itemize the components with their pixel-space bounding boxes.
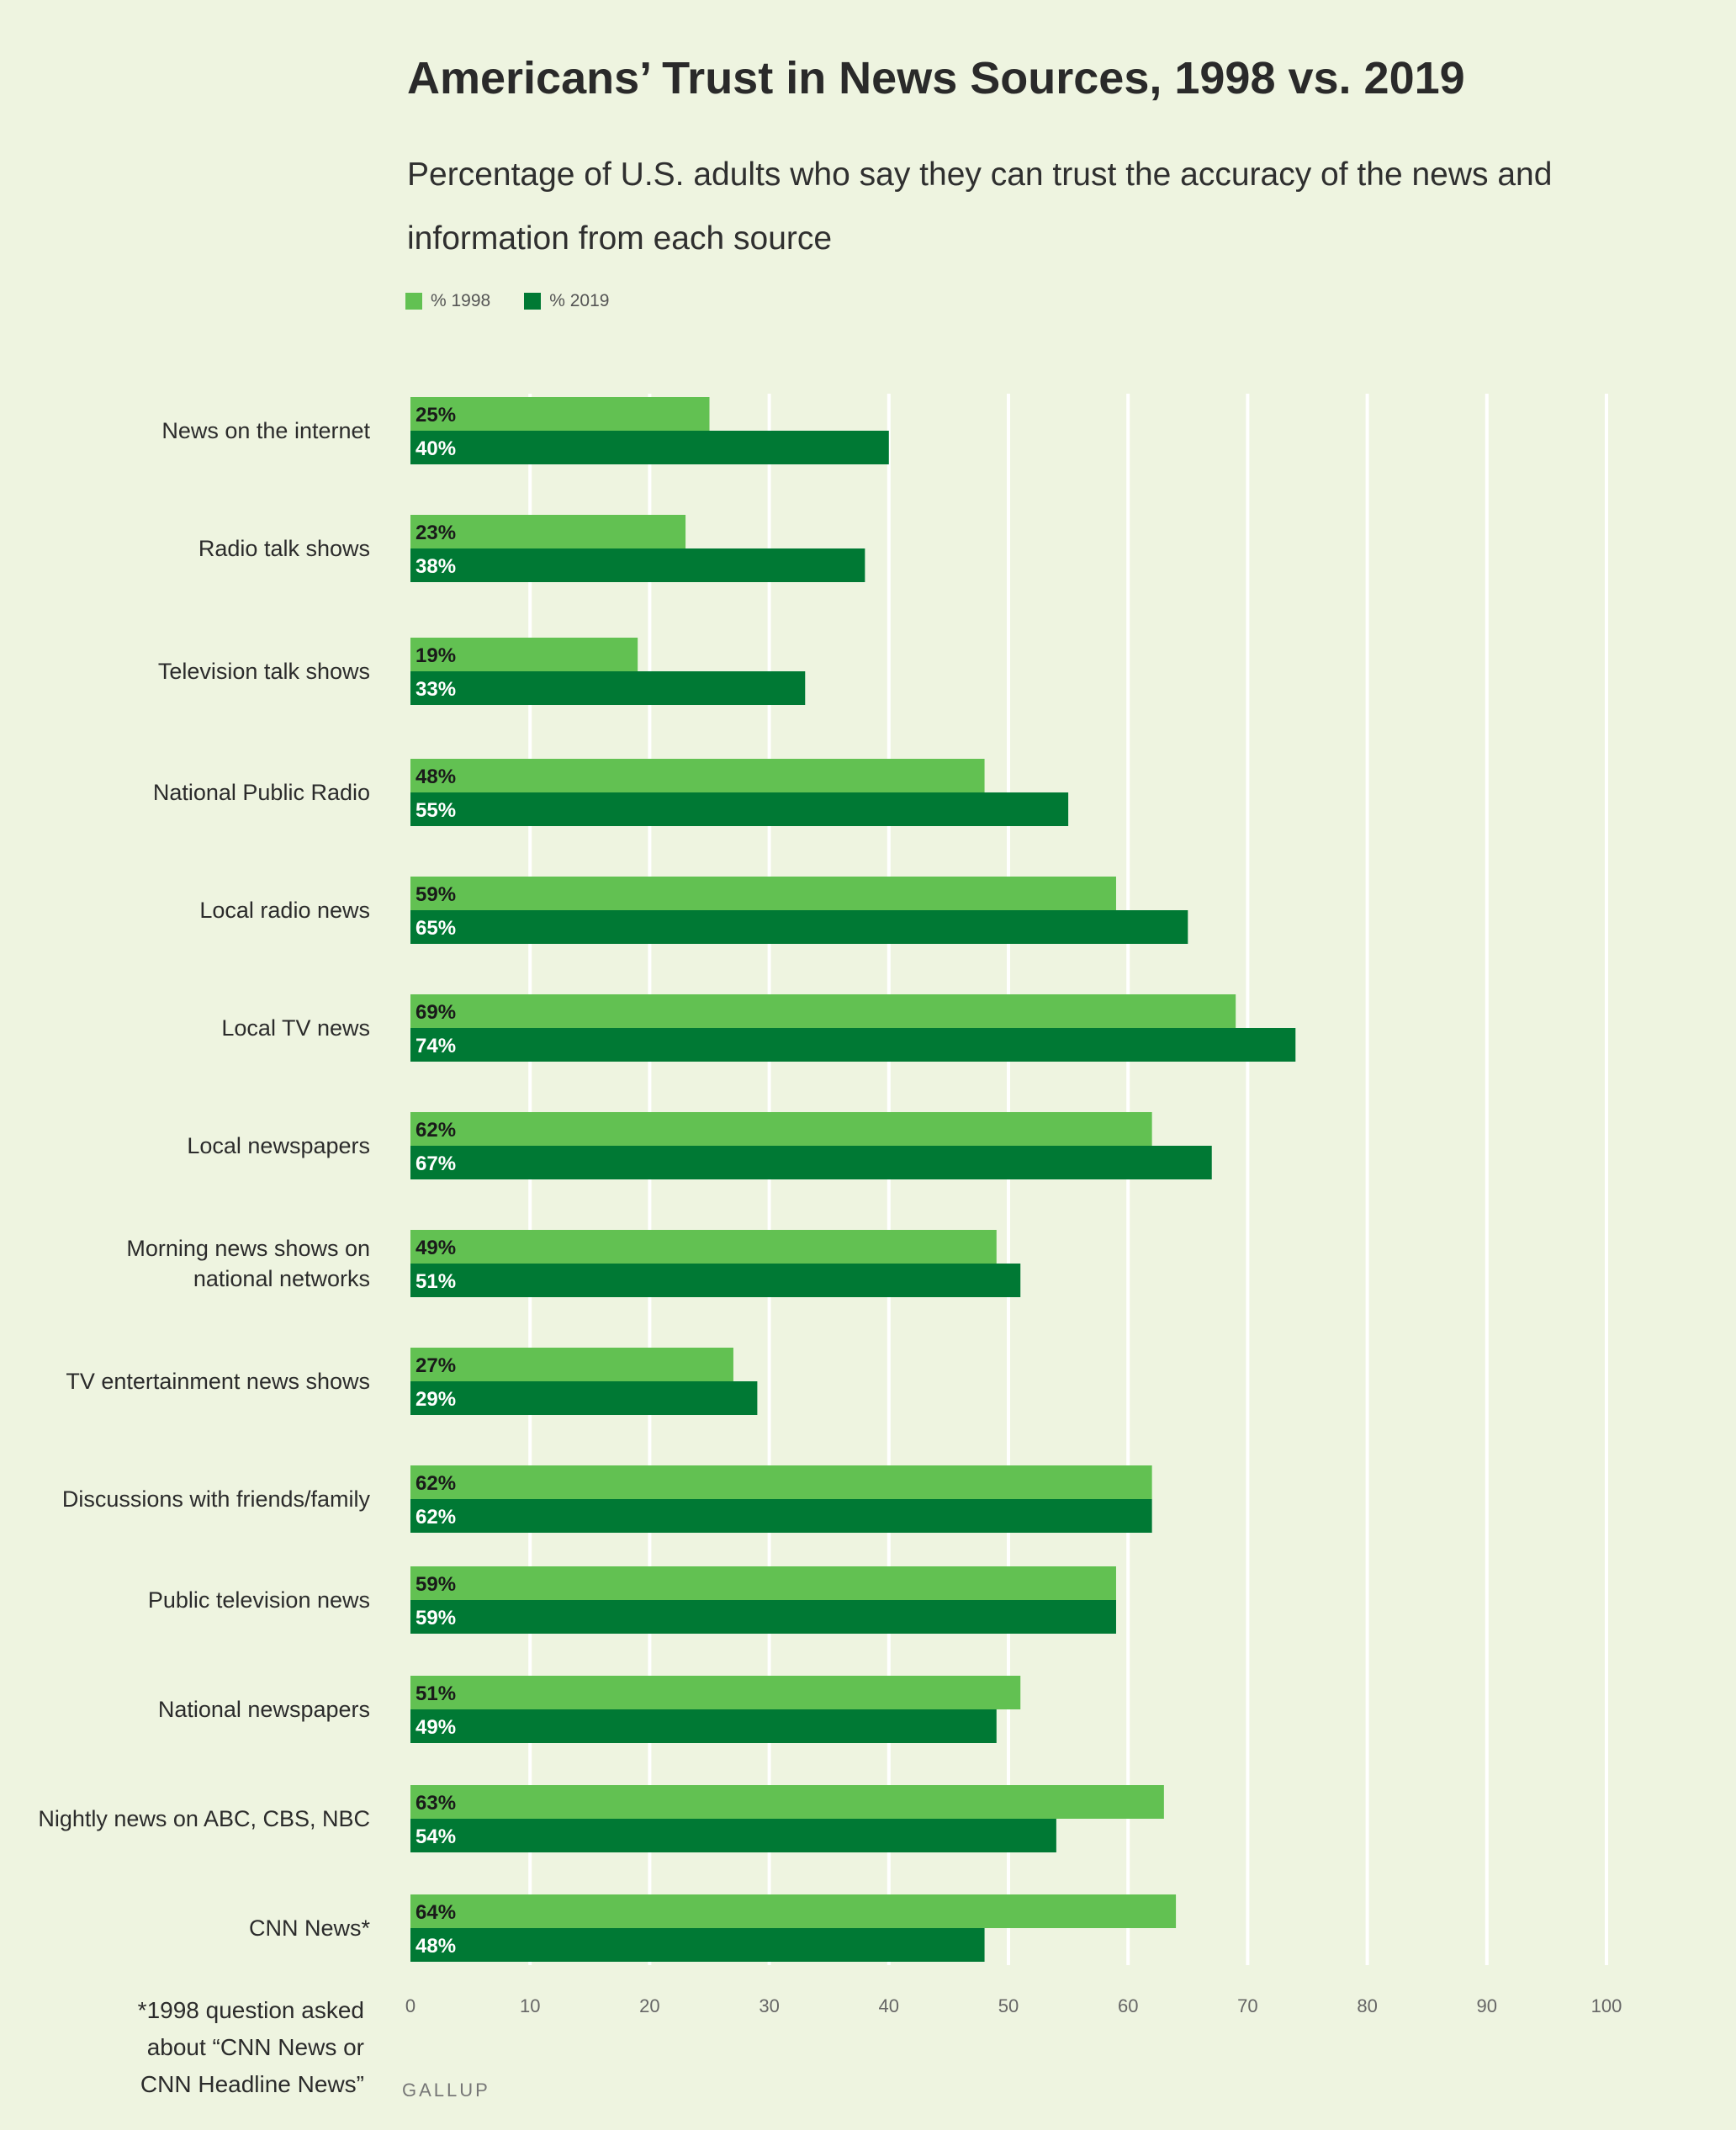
bar-2019: [410, 1709, 997, 1743]
x-tick-label-0: 0: [405, 1995, 415, 2016]
bar-2019: [410, 1028, 1296, 1062]
bar-1998: [410, 515, 686, 548]
bar-2019: [410, 671, 806, 705]
data-label-1998: 59%: [415, 883, 456, 906]
bar-2019: [410, 792, 1069, 826]
x-tick-label-40: 40: [879, 1995, 899, 2016]
category-label: Local TV news: [221, 1015, 370, 1041]
x-tick-label-50: 50: [998, 1995, 1019, 2016]
category-label: Local newspapers: [187, 1133, 370, 1158]
bar-2019: [410, 1928, 985, 1962]
bar-1998: [410, 1676, 1021, 1709]
data-label-1998: 64%: [415, 1901, 456, 1924]
bar-2019: [410, 1264, 1021, 1297]
category-label: CNN News*: [249, 1915, 371, 1941]
data-label-2019: 51%: [415, 1270, 456, 1293]
bar-2019: [410, 1499, 1152, 1533]
data-label-2019: 59%: [415, 1607, 456, 1629]
data-label-2019: 33%: [415, 678, 456, 701]
category-label: TV entertainment news shows: [66, 1369, 370, 1394]
bar-1998: [410, 397, 710, 431]
bar-1998: [410, 1785, 1164, 1819]
category-label: National Public Radio: [153, 780, 370, 805]
bar-1998: [410, 994, 1236, 1028]
data-label-2019: 49%: [415, 1716, 456, 1739]
category-label: Morning news shows on national networks: [126, 1236, 370, 1291]
x-tick-label-70: 70: [1237, 1995, 1257, 2016]
x-tick-label-20: 20: [639, 1995, 659, 2016]
data-label-1998: 48%: [415, 766, 456, 788]
x-tick-label-90: 90: [1477, 1995, 1497, 2016]
legend-label-1998: % 1998: [431, 291, 491, 310]
footnote: *1998 question asked about “CNN News or …: [137, 1997, 364, 2097]
bar-1998: [410, 1894, 1177, 1928]
bar-1998: [410, 1566, 1116, 1600]
legend: % 1998 % 2019: [405, 291, 609, 311]
data-label-2019: 65%: [415, 917, 456, 940]
bar-2019: [410, 1381, 758, 1415]
data-label-2019: 74%: [415, 1035, 456, 1057]
category-label: News on the internet: [161, 418, 370, 443]
legend-item-2019: % 2019: [524, 291, 609, 311]
data-label-2019: 67%: [415, 1152, 456, 1175]
data-label-2019: 40%: [415, 437, 456, 460]
bar-1998: [410, 1348, 733, 1381]
data-label-2019: 38%: [415, 555, 456, 578]
data-label-2019: 62%: [415, 1506, 456, 1529]
bar-2019: [410, 431, 889, 464]
category-label: Discussions with friends/family: [62, 1486, 371, 1512]
data-label-1998: 59%: [415, 1573, 456, 1596]
x-tick-label-100: 100: [1591, 1995, 1622, 2016]
category-label: Local radio news: [199, 898, 370, 923]
bar-1998: [410, 759, 985, 792]
legend-label-2019: % 2019: [549, 291, 610, 310]
category-label: Television talk shows: [158, 659, 370, 684]
x-tick-label-80: 80: [1357, 1995, 1377, 2016]
data-label-1998: 62%: [415, 1472, 456, 1495]
bar-1998: [410, 1230, 997, 1264]
category-label: National newspapers: [158, 1697, 370, 1722]
bar-1998: [410, 1112, 1152, 1146]
x-tick-label-30: 30: [759, 1995, 779, 2016]
category-label: Nightly news on ABC, CBS, NBC: [38, 1806, 370, 1831]
data-label-1998: 69%: [415, 1001, 456, 1024]
bar-2019: [410, 910, 1188, 944]
data-label-1998: 19%: [415, 644, 456, 667]
category-label: Radio talk shows: [198, 536, 370, 561]
bar-1998: [410, 1465, 1152, 1499]
data-label-1998: 25%: [415, 404, 456, 427]
bar-2019: [410, 1819, 1056, 1852]
data-label-1998: 27%: [415, 1354, 456, 1377]
data-label-2019: 29%: [415, 1388, 456, 1411]
data-label-1998: 51%: [415, 1682, 456, 1705]
bar-1998: [410, 638, 638, 671]
data-label-2019: 54%: [415, 1825, 456, 1848]
x-tick-label-60: 60: [1118, 1995, 1138, 2016]
data-label-1998: 63%: [415, 1792, 456, 1815]
legend-swatch-2019: [524, 293, 542, 310]
data-label-1998: 62%: [415, 1119, 456, 1142]
x-tick-label-10: 10: [520, 1995, 540, 2016]
data-label-1998: 23%: [415, 522, 456, 544]
bar-2019: [410, 1146, 1212, 1179]
bar-2019: [410, 1600, 1116, 1634]
data-label-2019: 48%: [415, 1935, 456, 1958]
chart-title: Americans’ Trust in News Sources, 1998 v…: [407, 53, 1465, 103]
source-credit: GALLUP: [402, 2080, 490, 2101]
legend-swatch-1998: [405, 293, 422, 310]
data-label-1998: 49%: [415, 1237, 456, 1259]
bar-1998: [410, 877, 1116, 910]
chart-subtitle: Percentage of U.S. adults who say they c…: [407, 156, 1553, 257]
legend-item-1998: % 1998: [405, 291, 490, 311]
bar-2019: [410, 548, 865, 582]
data-label-2019: 55%: [415, 799, 456, 822]
category-label: Public television news: [148, 1587, 370, 1613]
